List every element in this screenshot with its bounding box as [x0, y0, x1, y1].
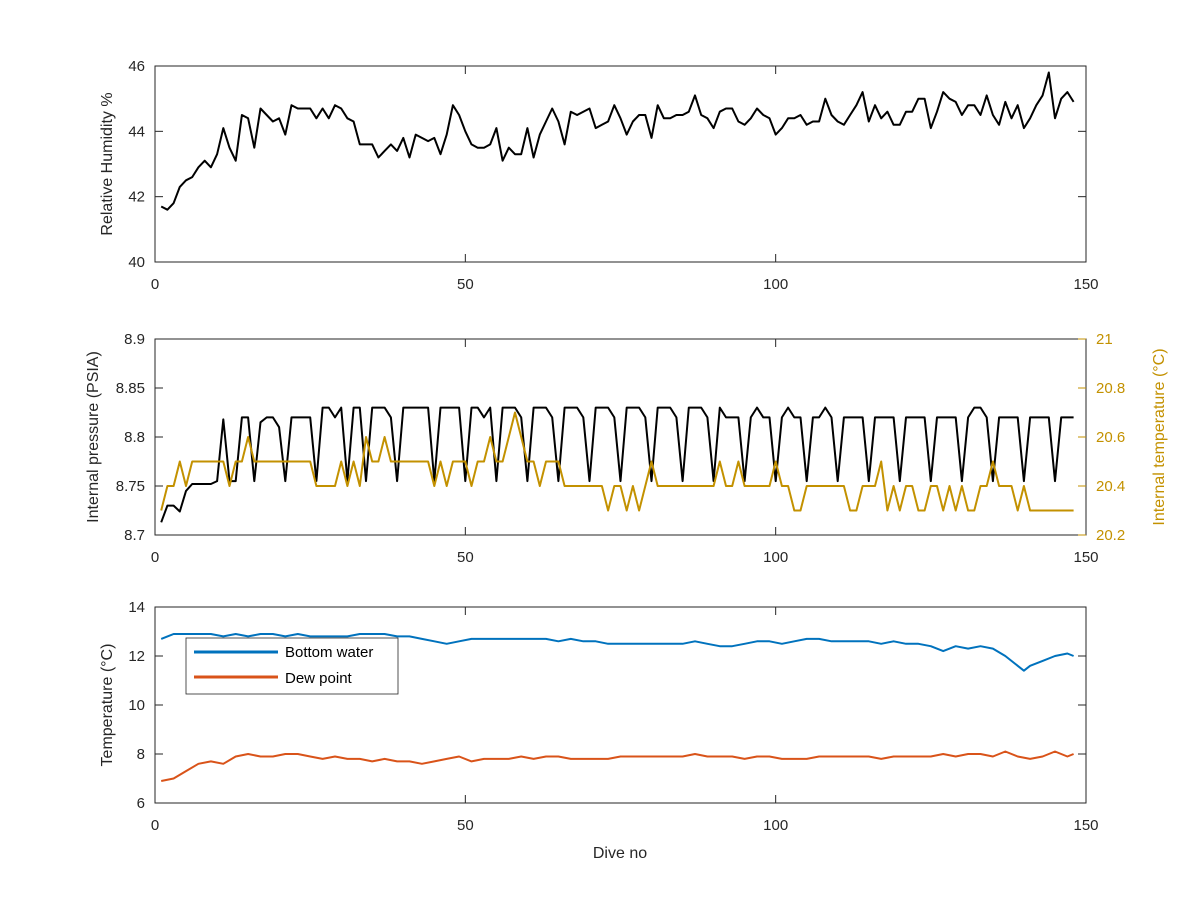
- panel-1-ticks: 0 50 100 150 40 42 44 46: [128, 58, 1098, 293]
- y-tick-label-right: 21: [1096, 331, 1113, 348]
- x-axis-label: Dive no: [593, 845, 647, 862]
- legend-label-dew-point: Dew point: [285, 670, 353, 687]
- panel-relative-humidity: 0 50 100 150 40 42 44 46 Relative Humidity %: [99, 58, 1099, 293]
- y-tick-label-right: 20.4: [1096, 478, 1125, 495]
- y-tick-label: 12: [128, 648, 145, 665]
- y-tick-label: 40: [128, 254, 145, 271]
- x-tick-label: 0: [151, 817, 159, 834]
- y-tick-label: 6: [137, 795, 145, 812]
- y-tick-label: 14: [128, 599, 145, 616]
- x-tick-label: 50: [457, 549, 474, 566]
- x-tick-label: 150: [1073, 549, 1098, 566]
- panel-2-series: [160, 406, 1074, 523]
- legend: Bottom water Dew point: [185, 637, 399, 695]
- x-tick-label: 100: [763, 817, 788, 834]
- y-axis-label-left: Internal pressure (PSIA): [85, 351, 102, 523]
- panel-internal-pressure: 0 50 100 150 8.7 8.75 8.8 8.85 8.9 20.2 20.4 20.6 20…: [85, 331, 1168, 566]
- y-tick-label: 8.8: [124, 429, 145, 446]
- y-tick-label-right: 20.8: [1096, 380, 1125, 397]
- axes-box: [154, 606, 1087, 804]
- y-tick-label: 8.75: [116, 478, 145, 495]
- rh-line: [160, 71, 1075, 211]
- x-tick-label: 0: [151, 276, 159, 293]
- y-tick-label: 10: [128, 697, 145, 714]
- bottom-water-line: [160, 633, 1074, 672]
- x-tick-label: 50: [457, 817, 474, 834]
- y-tick-label-right: 20.6: [1096, 429, 1125, 446]
- panel-3-ticks: 0 50 100 150 6 8 10 12 14: [128, 599, 1098, 834]
- y-tick-label: 8.85: [116, 380, 145, 397]
- legend-label-bottom-water: Bottom water: [285, 644, 373, 661]
- panel-1-series: [160, 71, 1075, 211]
- y-tick-label-right: 20.2: [1096, 527, 1125, 544]
- y-axis-label-right: Internal temperature (°C): [1151, 348, 1168, 525]
- x-tick-label: 100: [763, 276, 788, 293]
- y-axis-label: Relative Humidity %: [99, 92, 116, 235]
- x-tick-label: 150: [1073, 276, 1098, 293]
- x-tick-label: 50: [457, 276, 474, 293]
- y-tick-label: 8: [137, 746, 145, 763]
- axes-box: [154, 65, 1087, 263]
- y-tick-label: 42: [128, 189, 145, 206]
- y-tick-label: 8.9: [124, 331, 145, 348]
- x-tick-label: 0: [151, 549, 159, 566]
- legend-box: [185, 637, 399, 695]
- panel-temperature: 0 50 100 150 6 8 10 12 14 Temperature (°C) Dive …: [99, 599, 1099, 862]
- y-axis-label: Temperature (°C): [99, 644, 116, 767]
- internal-temperature-line: [160, 411, 1074, 512]
- y-tick-label: 8.7: [124, 527, 145, 544]
- pressure-line: [160, 406, 1074, 523]
- panel-2-ticks: 0 50 100 150 8.7 8.75 8.8 8.85 8.9 20.2 20.4 20.6 20…: [116, 331, 1125, 566]
- x-tick-label: 100: [763, 549, 788, 566]
- axes-box: [154, 338, 1087, 536]
- dew-point-line: [161, 750, 1074, 782]
- y-tick-label: 46: [128, 58, 145, 75]
- y-tick-label: 44: [128, 123, 145, 140]
- x-tick-label: 150: [1073, 817, 1098, 834]
- panel-3-series: [160, 633, 1074, 782]
